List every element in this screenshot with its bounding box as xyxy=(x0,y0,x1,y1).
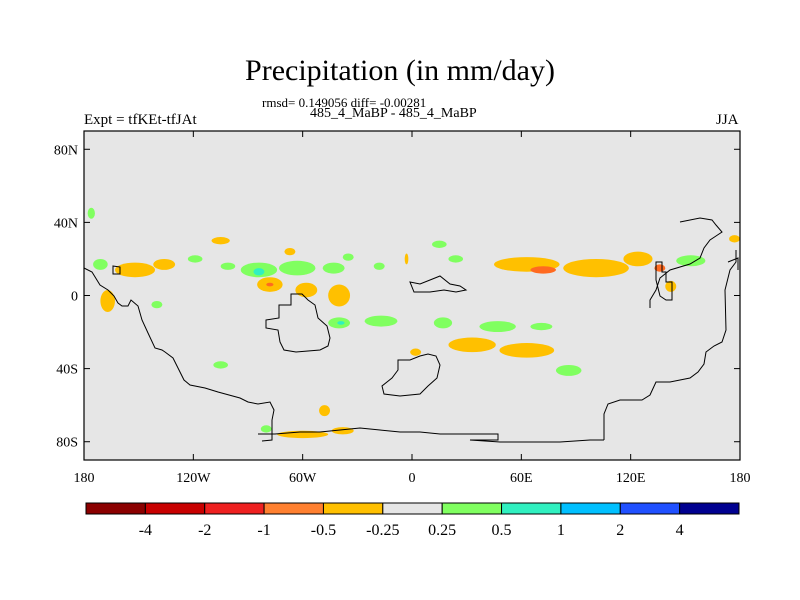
anomaly-region xyxy=(151,300,163,309)
lon-tick-label: 180 xyxy=(730,471,751,486)
lat-axis: 80N 40N 0 40S 80S xyxy=(54,143,740,451)
coastline-mexico xyxy=(112,265,121,275)
colorbar-box xyxy=(322,502,384,515)
lon-tick-label: 180 xyxy=(74,471,95,486)
colorbar-label: 0.25 xyxy=(428,522,456,539)
colorbar xyxy=(85,502,740,515)
anomaly-region xyxy=(278,260,316,276)
anomaly-region xyxy=(555,364,582,376)
colorbar-box xyxy=(501,502,562,515)
map-background xyxy=(84,131,740,460)
colorbar-box xyxy=(144,502,206,515)
anomaly-region xyxy=(342,253,354,261)
anomaly-region xyxy=(479,321,516,333)
colorbar-box xyxy=(382,502,443,515)
experiment-label: Expt = tfKEt-tfJAt xyxy=(84,112,197,128)
colorbar-label: -4 xyxy=(139,522,152,539)
lon-tick-label: 0 xyxy=(409,471,416,486)
colorbar-box xyxy=(204,502,265,515)
plot-title: Precipitation (in mm/day) xyxy=(245,54,555,87)
lat-tick-label: 80N xyxy=(54,143,78,158)
anomaly-region xyxy=(337,321,345,325)
colorbar-label: 1 xyxy=(557,522,565,539)
anomaly-region xyxy=(328,284,351,307)
lat-tick-label: 40S xyxy=(56,363,78,378)
colorbar-label: -0.5 xyxy=(311,522,336,539)
anomaly-region xyxy=(93,258,108,270)
lat-tick-label: 80S xyxy=(56,436,78,451)
coastline-antarctica xyxy=(258,427,604,443)
anomaly-region xyxy=(319,405,330,417)
lon-tick-label: 120E xyxy=(616,471,646,486)
coastline-east-edge xyxy=(727,257,739,270)
anomaly-region xyxy=(87,207,95,219)
anomaly-region xyxy=(260,425,272,433)
anomaly-region xyxy=(729,235,740,243)
anomaly-region xyxy=(211,237,230,245)
lat-tick-label: 0 xyxy=(71,290,78,305)
colorbar-label: 4 xyxy=(676,522,684,539)
colorbar-box xyxy=(679,502,740,515)
anomaly-region xyxy=(373,262,385,270)
anomaly-region xyxy=(433,317,453,329)
coastline-islands xyxy=(655,261,673,301)
anomaly-region xyxy=(295,282,318,298)
anomaly-region xyxy=(213,361,228,369)
map-area: 80N 40N 0 40S 80S 180 120W 60W 0 60E 120E 180 xyxy=(54,130,751,486)
lon-axis: 180 120W 60W 0 60E 120E 180 xyxy=(74,131,751,486)
colorbar-box xyxy=(441,502,503,515)
anomaly-region xyxy=(187,255,203,263)
colorbar-box xyxy=(85,502,146,515)
lon-tick-label: 60E xyxy=(510,471,533,486)
colorbar-label: 0.5 xyxy=(492,522,512,539)
anomaly-region xyxy=(114,262,156,278)
stats-line: rmsd= 0.149056 diff= -0.00281 xyxy=(262,95,427,110)
colorbar-label: 2 xyxy=(616,522,624,539)
anomaly-region xyxy=(100,290,115,312)
anomaly-region xyxy=(153,258,176,270)
anomaly-region xyxy=(322,262,345,274)
season-label: JJA xyxy=(716,112,739,128)
anomaly-region xyxy=(432,240,447,248)
colorbar-box xyxy=(263,502,324,515)
anomaly-region xyxy=(410,348,422,356)
anomaly-region xyxy=(448,255,464,263)
anomaly-region xyxy=(530,266,556,274)
lon-tick-label: 120W xyxy=(176,471,211,486)
anomaly-region xyxy=(266,282,274,287)
colorbar-box xyxy=(619,502,681,515)
lat-tick-label: 40N xyxy=(54,216,78,231)
colorbar-label: -0.25 xyxy=(366,522,399,539)
coastline-africa xyxy=(409,275,468,293)
lon-tick-label: 60W xyxy=(289,471,317,486)
colorbar-box xyxy=(560,502,621,515)
coastline-madagascar-block xyxy=(381,353,441,397)
anomaly-region xyxy=(530,322,553,331)
anomaly-region xyxy=(623,251,653,267)
colorbar-label: -1 xyxy=(257,522,270,539)
anomaly-region xyxy=(253,268,265,276)
anomaly-region xyxy=(665,280,677,292)
anomaly-region xyxy=(563,258,629,278)
anomaly-region xyxy=(676,255,706,267)
anomaly-region xyxy=(654,264,666,272)
coastlines xyxy=(83,217,739,443)
coastline-east-pacific xyxy=(603,250,737,440)
anomaly-region xyxy=(284,247,296,256)
anomaly-region xyxy=(499,343,555,358)
colorbar-labels: -4 -2 -1 -0.5 -0.25 0.25 0.5 1 2 4 xyxy=(139,522,684,539)
coastline-north-america xyxy=(83,267,275,442)
plot-subtitle: 485_4_MaBP - 485_4_MaBP xyxy=(310,106,477,121)
anomaly-region xyxy=(404,253,409,265)
colorbar-label: -2 xyxy=(198,522,211,539)
anomaly-region xyxy=(364,315,398,327)
anomaly-region xyxy=(220,262,236,270)
anomaly-region xyxy=(448,337,496,353)
coastline-south-america xyxy=(265,293,331,353)
